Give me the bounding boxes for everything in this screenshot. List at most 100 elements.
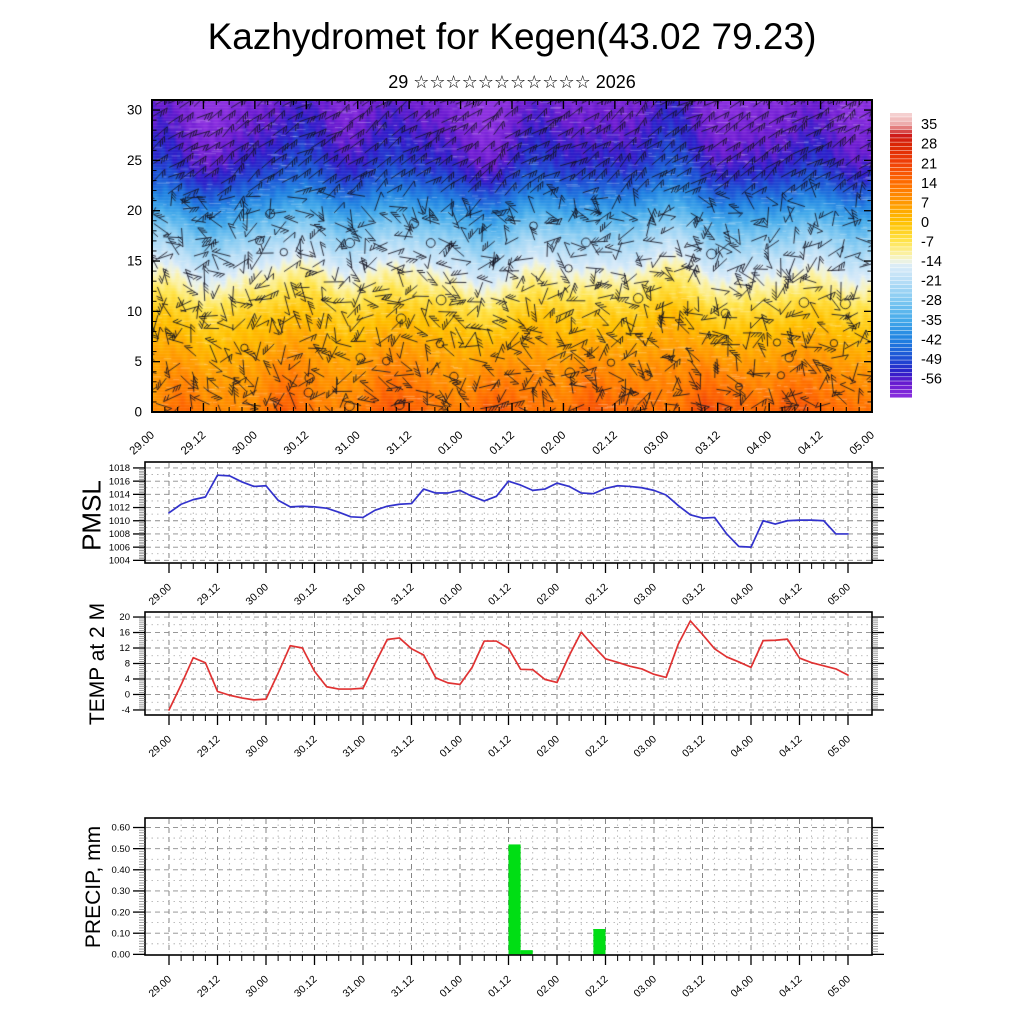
svg-text:31.12: 31.12	[389, 973, 417, 1000]
precip-panel: 0.00 0.10 0.20 0.30 0.40 0.50 0.60 29.00 29.12 30…	[112, 817, 884, 1000]
svg-text:12: 12	[119, 643, 130, 654]
svg-text:1016: 1016	[109, 476, 130, 487]
svg-text:03.12: 03.12	[680, 581, 708, 608]
svg-text:-28: -28	[921, 293, 942, 309]
svg-text:01.00: 01.00	[437, 733, 465, 760]
svg-text:14: 14	[921, 176, 937, 192]
svg-text:31.00: 31.00	[333, 429, 362, 457]
svg-text:30.00: 30.00	[243, 581, 271, 608]
svg-text:04.00: 04.00	[745, 429, 774, 457]
svg-text:03.12: 03.12	[680, 973, 708, 1000]
svg-text:29.12: 29.12	[195, 973, 223, 1000]
svg-text:29.00: 29.00	[146, 581, 174, 608]
svg-text:05.00: 05.00	[825, 973, 853, 1000]
svg-text:05.00: 05.00	[848, 429, 877, 457]
svg-text:35: 35	[921, 117, 937, 133]
svg-text:05.00: 05.00	[825, 733, 853, 760]
svg-text:0.10: 0.10	[112, 928, 131, 939]
svg-text:03.12: 03.12	[680, 733, 708, 760]
svg-text:0.20: 0.20	[112, 907, 131, 918]
svg-text:02.00: 02.00	[534, 733, 562, 760]
temperature-colorbar: 35 28 21 14 7 0 -7 -14 -21 -28 -35 -42 -49 -56	[890, 113, 942, 398]
svg-text:0.60: 0.60	[112, 823, 131, 834]
svg-text:1012: 1012	[109, 503, 130, 514]
svg-text:30.12: 30.12	[292, 973, 320, 1000]
svg-text:0: 0	[134, 405, 142, 420]
svg-text:31.12: 31.12	[389, 581, 417, 608]
svg-text:0.50: 0.50	[112, 844, 131, 855]
svg-text:30: 30	[127, 103, 142, 118]
svg-text:03.00: 03.00	[631, 973, 659, 1000]
svg-text:28: 28	[921, 137, 937, 153]
svg-text:-7: -7	[921, 235, 934, 251]
svg-text:20: 20	[119, 612, 130, 623]
svg-text:0: 0	[125, 690, 130, 701]
svg-text:29.00: 29.00	[128, 429, 157, 457]
svg-text:20: 20	[127, 203, 142, 218]
svg-text:21: 21	[921, 156, 937, 172]
svg-text:02.00: 02.00	[534, 581, 562, 608]
svg-text:04.00: 04.00	[728, 733, 756, 760]
svg-text:29.12: 29.12	[179, 429, 208, 457]
pmsl-panel: 1004 1006 1008 1010 1012 1014 1016 1018 29.00 29.…	[109, 461, 884, 608]
svg-text:0.30: 0.30	[112, 886, 131, 897]
svg-text:02.00: 02.00	[534, 973, 562, 1000]
svg-text:02.12: 02.12	[583, 581, 611, 608]
svg-text:03.00: 03.00	[631, 581, 659, 608]
svg-text:01.12: 01.12	[486, 581, 514, 608]
svg-text:29.00: 29.00	[146, 973, 174, 1000]
svg-text:1018: 1018	[109, 463, 130, 474]
svg-text:04.12: 04.12	[777, 581, 805, 608]
svg-text:30.12: 30.12	[292, 581, 320, 608]
svg-text:-35: -35	[921, 313, 942, 329]
temp-panel: -4 0 4 8 12 16 20 29.00 29.12 30.00 30.12 31.00 31.1…	[119, 611, 884, 760]
svg-text:1004: 1004	[109, 556, 130, 567]
svg-text:01.00: 01.00	[437, 973, 465, 1000]
svg-text:29.12: 29.12	[195, 733, 223, 760]
svg-text:4: 4	[125, 674, 130, 685]
svg-text:0.40: 0.40	[112, 865, 131, 876]
svg-text:1014: 1014	[109, 490, 130, 501]
svg-text:1006: 1006	[109, 542, 130, 553]
cross-section-heatmap	[152, 100, 872, 412]
svg-text:31.00: 31.00	[340, 973, 368, 1000]
svg-text:8: 8	[125, 659, 130, 670]
svg-text:30.12: 30.12	[292, 733, 320, 760]
svg-text:02.12: 02.12	[590, 429, 619, 457]
svg-text:01.12: 01.12	[488, 429, 517, 457]
svg-text:30.00: 30.00	[243, 733, 271, 760]
svg-text:16: 16	[119, 628, 130, 639]
svg-text:31.00: 31.00	[340, 733, 368, 760]
svg-text:1010: 1010	[109, 516, 130, 527]
svg-text:03.12: 03.12	[693, 429, 722, 457]
svg-text:04.00: 04.00	[728, 973, 756, 1000]
svg-text:04.12: 04.12	[777, 973, 805, 1000]
svg-text:30.00: 30.00	[243, 973, 271, 1000]
svg-text:0: 0	[921, 215, 929, 231]
svg-text:04.00: 04.00	[728, 581, 756, 608]
svg-text:10: 10	[127, 304, 142, 319]
svg-text:30.12: 30.12	[282, 429, 311, 457]
svg-text:30.00: 30.00	[230, 429, 259, 457]
svg-text:5: 5	[134, 354, 142, 369]
svg-text:01.00: 01.00	[436, 429, 465, 457]
svg-text:0.00: 0.00	[112, 950, 131, 961]
svg-text:02.12: 02.12	[583, 733, 611, 760]
svg-text:29.12: 29.12	[195, 581, 223, 608]
svg-text:31.00: 31.00	[340, 581, 368, 608]
svg-text:-14: -14	[921, 254, 942, 270]
page-subtitle: 29 ☆☆☆☆☆☆☆☆☆☆☆ 2026	[388, 72, 636, 92]
svg-text:-49: -49	[921, 352, 942, 368]
svg-text:04.12: 04.12	[796, 429, 825, 457]
svg-text:7: 7	[921, 195, 929, 211]
svg-text:-4: -4	[122, 705, 130, 716]
svg-text:15: 15	[127, 254, 142, 269]
svg-text:03.00: 03.00	[631, 733, 659, 760]
svg-text:31.12: 31.12	[389, 733, 417, 760]
svg-text:02.12: 02.12	[583, 973, 611, 1000]
svg-text:05.00: 05.00	[825, 581, 853, 608]
page-title: Kazhydromet for Kegen(43.02 79.23)	[207, 16, 817, 57]
svg-text:-56: -56	[921, 371, 942, 387]
